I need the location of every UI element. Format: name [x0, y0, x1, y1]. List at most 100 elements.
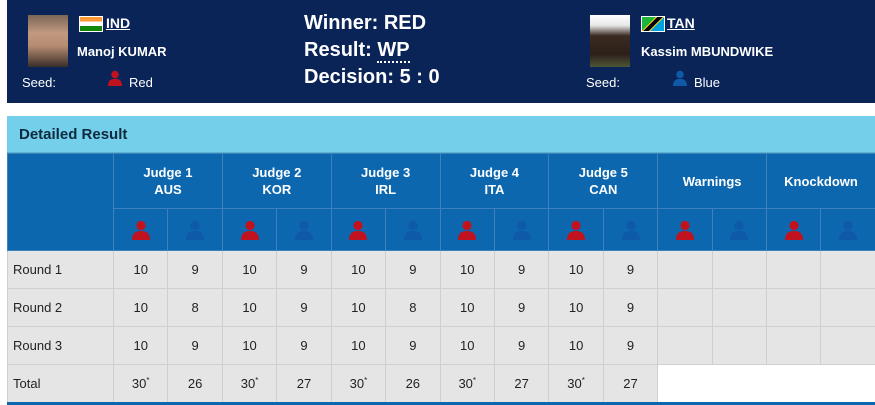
corner-icons-row — [8, 208, 875, 251]
knockdown-header: Knockdown — [766, 153, 875, 209]
score-cell: 8 — [385, 288, 441, 327]
total-score-cell: 30* — [330, 364, 387, 403]
warning-cell — [711, 288, 768, 327]
bout-header: IND Manoj KUMAR Seed: Red Winner: RED Re… — [7, 0, 875, 103]
score-cell: 10 — [221, 326, 278, 365]
blue-athlete-name: Kassim MBUNDWIKE — [641, 44, 774, 59]
score-cell: 9 — [493, 288, 550, 327]
judge-1-country: AUS — [154, 182, 182, 197]
blue-person-icon — [294, 220, 313, 240]
winner-marker: * — [146, 376, 150, 385]
detailed-result-table: Judge 1 AUS Judge 2 KOR Judge 3 IRL Judge 4… — [7, 153, 875, 403]
knockdown-cell — [820, 326, 875, 365]
score-cell: 9 — [602, 326, 659, 365]
blue-person-icon — [673, 70, 687, 86]
decision-value: 5 : 0 — [399, 66, 440, 88]
blue-athlete-noc[interactable]: TAN — [667, 15, 695, 31]
winner-marker: * — [472, 376, 477, 385]
blue-corner-icon-cell — [820, 208, 875, 251]
flag-india-icon — [79, 16, 103, 32]
score-cell: 10 — [548, 250, 604, 289]
knockdown-cell — [820, 250, 875, 289]
blue-person-icon — [403, 220, 422, 240]
score-cell: 9 — [167, 250, 223, 289]
blue-person-icon — [730, 220, 749, 240]
score-cell: 9 — [276, 326, 332, 365]
warnings-header: Warnings — [657, 153, 768, 209]
score-cell: 10 — [439, 288, 495, 327]
score-cell: 10 — [221, 250, 278, 289]
blue-person-icon — [839, 220, 858, 240]
score-cell: 10 — [548, 326, 604, 365]
knockdown-cell — [766, 326, 822, 365]
score-cell: 10 — [112, 326, 169, 365]
score-cell: 8 — [167, 288, 223, 327]
blue-person-icon — [186, 220, 205, 240]
winner-text: Winner: RED — [304, 12, 427, 34]
red-corner-icon-cell — [112, 208, 169, 251]
judges-header-row: Judge 1 AUS Judge 2 KOR Judge 3 IRL Judge 4… — [7, 153, 875, 251]
red-corner-icon-cell — [221, 208, 278, 251]
judge-5-header: Judge 5 CAN — [548, 153, 659, 209]
score-cell: 9 — [602, 288, 659, 327]
red-person-icon — [108, 70, 122, 86]
total-empty-cell — [657, 364, 713, 403]
blue-corner-icon-cell — [276, 208, 332, 251]
total-score-cell: 27 — [493, 364, 550, 403]
round-header-cell — [7, 153, 114, 251]
blue-corner-icon-cell — [385, 208, 441, 251]
score-cell: 10 — [330, 250, 387, 289]
total-score-cell: 27 — [276, 364, 332, 403]
winner-marker: * — [364, 376, 368, 385]
warning-cell — [657, 288, 713, 327]
total-empty-cell — [712, 364, 767, 403]
result-value[interactable]: WP — [377, 39, 410, 63]
round-label: Round 3 — [7, 326, 114, 365]
round-label: Round 2 — [7, 288, 114, 327]
judge-3-country: IRL — [375, 182, 397, 197]
score-cell: 10 — [548, 288, 604, 327]
total-score-cell: 26 — [167, 364, 223, 403]
red-person-icon — [349, 220, 368, 240]
decision-row: Decision: 5 : 0 — [304, 64, 440, 91]
judge-5-country: CAN — [589, 182, 618, 197]
red-athlete-photo — [28, 15, 68, 67]
blue-corner-icon-cell — [493, 208, 550, 251]
red-person-icon — [240, 220, 259, 240]
total-score-cell: 30* — [548, 364, 604, 403]
knockdown-cell — [820, 288, 875, 327]
red-seed-label: Seed: — [22, 75, 56, 90]
red-person-icon — [131, 220, 150, 240]
score-cell: 10 — [112, 288, 169, 327]
detailed-result-title: Detailed Result — [7, 116, 875, 153]
red-person-icon — [458, 220, 477, 240]
score-cell: 9 — [167, 326, 223, 365]
result-row: Result: WP — [304, 37, 440, 64]
score-cell: 10 — [439, 250, 495, 289]
red-person-icon — [784, 220, 803, 240]
score-cell: 10 — [112, 250, 169, 289]
total-score-cell: 26 — [385, 364, 441, 403]
blue-athlete-photo — [590, 15, 630, 67]
red-corner-icon-cell — [439, 208, 495, 251]
total-score-cell: 30* — [221, 364, 278, 403]
score-cell: 10 — [221, 288, 278, 327]
blue-corner-icon-cell — [711, 208, 768, 251]
score-cell: 9 — [276, 250, 332, 289]
red-athlete-noc[interactable]: IND — [106, 15, 131, 31]
blue-corner-icon-cell — [602, 208, 659, 251]
score-cell: 9 — [276, 288, 332, 327]
red-corner-icon-cell — [766, 208, 822, 251]
score-cell: 10 — [330, 288, 387, 327]
knockdown-cell — [766, 288, 822, 327]
table-row: Round 2 10 8 10 9 10 8 10 9 10 9 — [7, 288, 875, 327]
total-empty-cell — [820, 364, 875, 403]
warning-cell — [657, 250, 713, 289]
warning-cell — [657, 326, 713, 365]
red-corner-icon-cell — [657, 208, 713, 251]
result-label: Result: — [304, 39, 372, 61]
blue-person-icon — [621, 220, 640, 240]
judge-4-country: ITA — [484, 182, 505, 197]
judge-4-header: Judge 4 ITA — [439, 153, 550, 209]
score-cell: 9 — [493, 250, 550, 289]
